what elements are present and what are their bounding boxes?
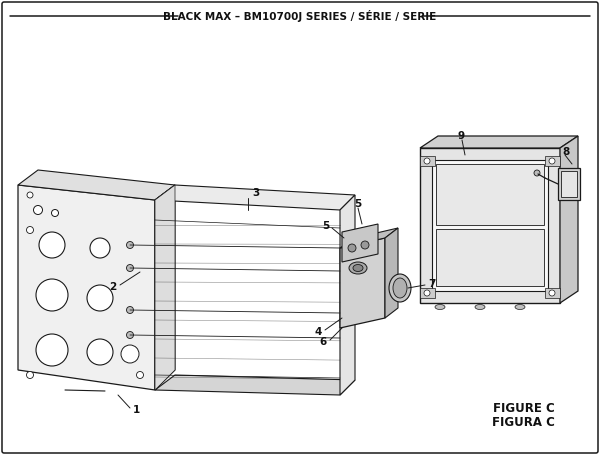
Bar — [545, 288, 560, 298]
Circle shape — [348, 244, 356, 252]
Ellipse shape — [393, 278, 407, 298]
Text: 2: 2 — [109, 282, 116, 292]
Circle shape — [26, 227, 34, 233]
Polygon shape — [385, 228, 398, 318]
Circle shape — [424, 158, 430, 164]
Text: 5: 5 — [355, 199, 362, 209]
Polygon shape — [155, 185, 175, 390]
Polygon shape — [340, 238, 385, 328]
Circle shape — [549, 158, 555, 164]
Circle shape — [361, 241, 369, 249]
Circle shape — [87, 339, 113, 365]
Ellipse shape — [389, 274, 411, 302]
Text: 3: 3 — [252, 188, 259, 198]
Polygon shape — [155, 185, 175, 390]
Circle shape — [26, 371, 34, 379]
Bar — [545, 156, 560, 166]
Circle shape — [87, 285, 113, 311]
Text: 7: 7 — [428, 279, 436, 289]
Polygon shape — [18, 170, 175, 200]
Circle shape — [36, 279, 68, 311]
Text: 6: 6 — [320, 337, 327, 347]
Circle shape — [534, 170, 540, 176]
Bar — [420, 288, 435, 298]
Circle shape — [137, 371, 143, 379]
Text: 8: 8 — [562, 147, 569, 157]
Bar — [420, 156, 435, 166]
Text: BLACK MAX – BM10700J SERIES / SÉRIE / SERIE: BLACK MAX – BM10700J SERIES / SÉRIE / SE… — [163, 10, 437, 22]
Circle shape — [127, 242, 133, 248]
Text: 9: 9 — [457, 131, 464, 141]
Polygon shape — [342, 224, 378, 262]
Ellipse shape — [475, 304, 485, 309]
Polygon shape — [340, 195, 355, 395]
Bar — [561, 171, 577, 197]
Circle shape — [127, 264, 133, 272]
Text: FIGURE C: FIGURE C — [493, 401, 555, 415]
Bar — [436, 164, 544, 225]
Circle shape — [39, 232, 65, 258]
Circle shape — [52, 209, 59, 217]
Polygon shape — [420, 148, 560, 303]
Ellipse shape — [353, 264, 363, 272]
Polygon shape — [340, 228, 398, 248]
Circle shape — [121, 345, 139, 363]
Bar — [558, 168, 580, 200]
Polygon shape — [420, 136, 578, 148]
Text: 1: 1 — [133, 405, 140, 415]
Circle shape — [549, 290, 555, 296]
Polygon shape — [155, 375, 355, 395]
Circle shape — [27, 192, 33, 198]
Polygon shape — [155, 185, 355, 210]
Ellipse shape — [435, 304, 445, 309]
Circle shape — [127, 332, 133, 339]
Text: FIGURA C: FIGURA C — [492, 415, 555, 429]
Polygon shape — [18, 185, 155, 390]
Polygon shape — [560, 136, 578, 303]
Circle shape — [424, 290, 430, 296]
Circle shape — [127, 307, 133, 313]
Circle shape — [36, 334, 68, 366]
Ellipse shape — [349, 262, 367, 274]
Ellipse shape — [515, 304, 525, 309]
Circle shape — [90, 238, 110, 258]
Bar — [436, 229, 544, 286]
Text: 4: 4 — [314, 327, 322, 337]
Bar — [432, 160, 548, 291]
Circle shape — [34, 206, 43, 214]
Text: 5: 5 — [322, 221, 329, 231]
